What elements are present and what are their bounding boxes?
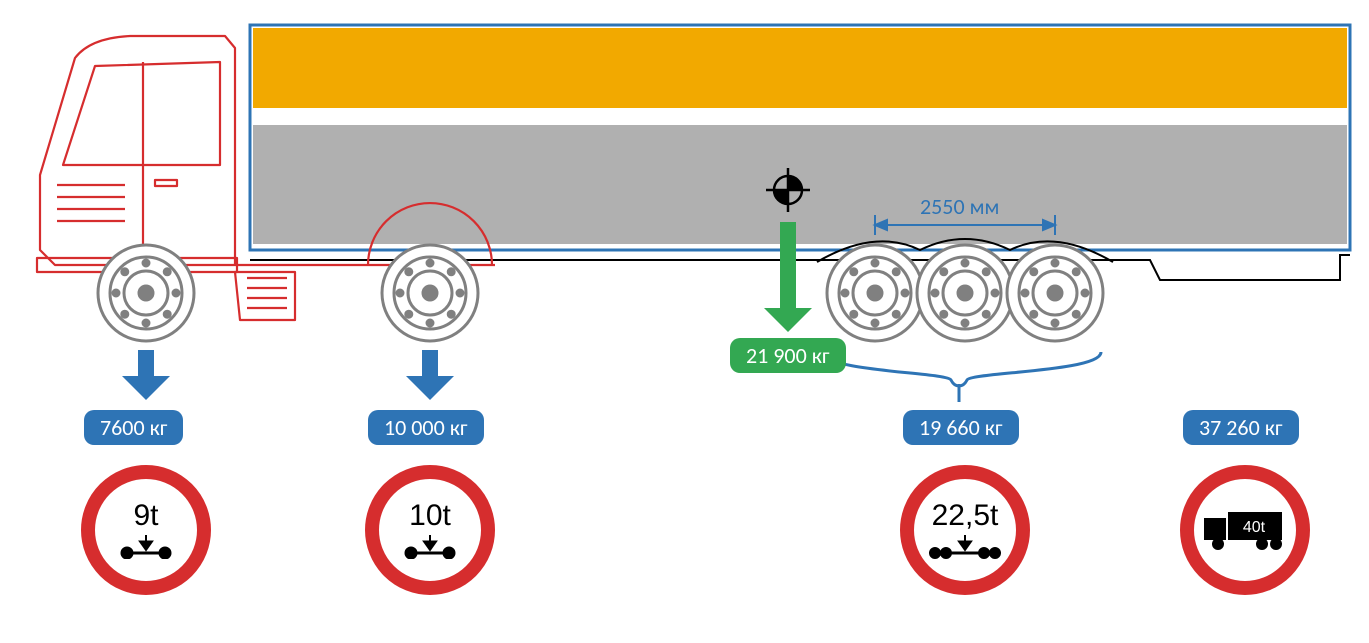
front-axle-weight-badge: 7600 кг: [84, 410, 183, 445]
down-arrow-icon: [764, 222, 812, 332]
center-load-badge: 21 900 кг: [730, 338, 846, 373]
total-weight-limit-sign: 40t: [1180, 465, 1310, 595]
bogie-brace-icon: [817, 350, 1113, 408]
trailer-axle-limit-sign-text: 22,5t: [932, 501, 999, 531]
bogie-span-label: 2550 мм: [920, 193, 999, 220]
down-arrow-icon: [406, 350, 454, 400]
drive-axle-limit-sign-text: 10t: [409, 501, 451, 531]
down-arrow-icon: [122, 350, 170, 400]
total-weight-badge: 37 260 кг: [1183, 410, 1299, 445]
svg-text:40t: 40t: [1243, 519, 1266, 536]
trailer-axle-weight-badge: 19 660 кг: [903, 410, 1019, 445]
drive-axle-weight-badge: 10 000 кг: [368, 410, 484, 445]
trailer-axle-limit-sign: 22,5t: [900, 465, 1030, 595]
front-axle-limit-sign-text: 9t: [133, 501, 158, 531]
vehicle-drawing: [0, 0, 1369, 360]
front-axle-limit-sign: 9t: [81, 465, 211, 595]
drive-axle-limit-sign: 10t: [365, 465, 495, 595]
